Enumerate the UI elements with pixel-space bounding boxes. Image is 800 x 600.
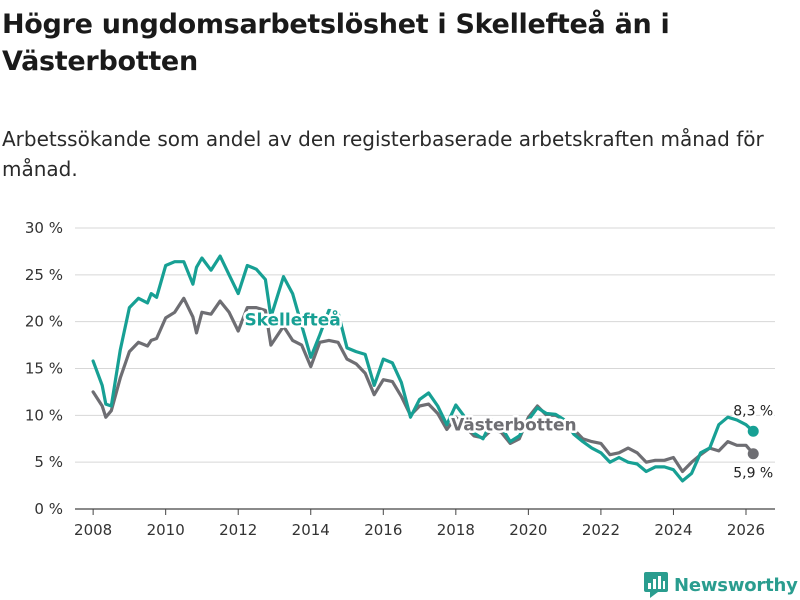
skelleftea-line [91,254,755,483]
x-tick-label: 2010 [147,521,185,539]
x-tick-label: 2016 [364,521,402,539]
vasterbotten-end-label-halo: 5,9 % [733,466,773,482]
x-tick-label: 2014 [292,521,330,539]
x-tick-label: 2022 [582,521,620,539]
line-chart: 0 % 5 % 10 % 15 % 20 % 25 % 30 % 2008 2010 2012 20… [25,219,776,539]
skelleftea-label: Skellefteå [244,308,340,330]
vasterbotten-end-label: 5,9 % [733,466,773,482]
x-tick-label: 2026 [727,521,765,539]
newsworthy-brand: Newsworthy [674,574,798,596]
skelleftea-label-halo: Skellefteå [244,308,340,330]
x-tick-label: 2012 [219,521,257,539]
y-tick-label: 15 % [25,360,63,378]
vasterbotten-line [91,296,755,474]
series-labels: SkellefteåSkellefteåVästerbottenVästerbo… [242,306,776,484]
y-tick-label: 25 % [25,266,63,284]
x-tick-label: 2018 [437,521,475,539]
y-tick-label: 30 % [25,219,63,237]
x-tick-label: 2008 [74,521,112,539]
newsworthy-logo-icon [644,572,668,598]
skelleftea-end-label: 8,3 % [733,403,773,419]
chart-subtitle: Arbetssökande som andel av den registerb… [2,127,764,181]
chart-title: Högre ungdomsarbetslöshet i Skellefteå ä… [2,9,670,77]
y-tick-label: 20 % [25,313,63,331]
skelleftea-end-label-halo: 8,3 % [733,403,773,419]
x-tick-label: 2020 [509,521,547,539]
vasterbotten-end-point [747,448,759,460]
y-tick-label: 10 % [25,406,63,424]
axes: 0 % 5 % 10 % 15 % 20 % 25 % 30 % 2008 2010 2012 20… [25,219,765,539]
x-tick-label: 2024 [654,521,692,539]
series [91,254,759,483]
vasterbotten-label-halo: Västerbotten [451,415,577,435]
grid [75,227,775,510]
y-tick-label: 0 % [34,500,63,518]
vasterbotten-label: Västerbotten [451,415,577,435]
newsworthy-logo[interactable]: Newsworthy [644,570,798,600]
skelleftea-end-point [747,425,759,437]
y-tick-label: 5 % [34,453,63,471]
